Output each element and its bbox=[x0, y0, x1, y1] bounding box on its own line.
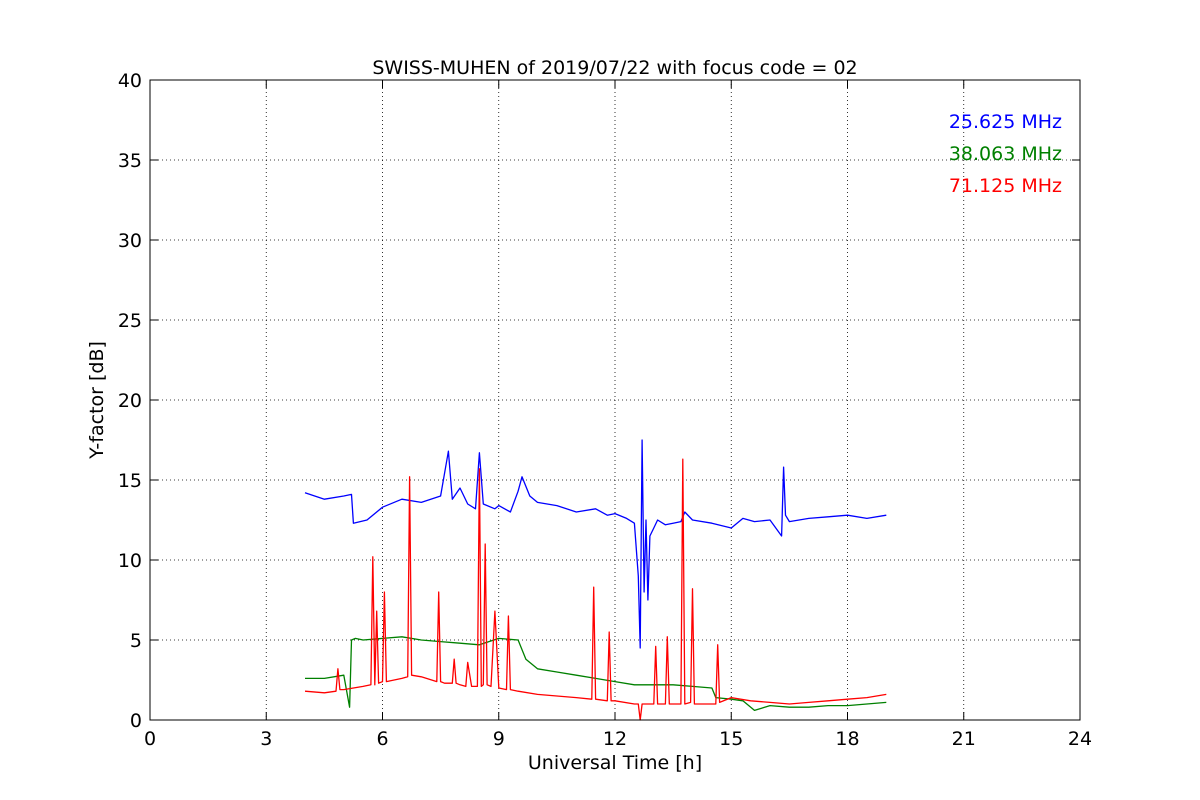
y-tick-label: 40 bbox=[118, 70, 142, 92]
y-tick-label: 5 bbox=[130, 630, 142, 652]
series-line-1 bbox=[304, 439, 887, 649]
grid-lines bbox=[150, 80, 1080, 720]
y-tick-label: 30 bbox=[118, 230, 142, 252]
y-tick-label: 15 bbox=[118, 470, 142, 492]
chart-title: SWISS-MUHEN of 2019/07/22 with focus cod… bbox=[372, 57, 857, 79]
y-tick-label: 25 bbox=[118, 310, 142, 332]
series-line-2 bbox=[305, 636, 887, 712]
x-tick-label: 24 bbox=[1068, 728, 1092, 750]
series-lines bbox=[304, 439, 887, 721]
x-axis-title: Universal Time [h] bbox=[528, 752, 702, 774]
legend-label: 38.063 MHz bbox=[949, 143, 1062, 165]
legend-label: 25.625 MHz bbox=[949, 111, 1062, 133]
y-tick-label: 10 bbox=[118, 550, 142, 572]
y-axis-title: Y-factor [dB] bbox=[86, 341, 108, 460]
x-tick-label: 18 bbox=[835, 728, 859, 750]
x-tick-label: 21 bbox=[952, 728, 976, 750]
series-line-3 bbox=[304, 458, 887, 721]
x-tick-label: 0 bbox=[144, 728, 156, 750]
x-tick-label: 6 bbox=[376, 728, 388, 750]
axis-ticks: 0 3 6 9 12 15 18 21 24 0 5 10 15 20 25 30 35 40 bbox=[118, 70, 1092, 750]
legend-label: 71.125 MHz bbox=[949, 175, 1062, 197]
y-tick-label: 20 bbox=[118, 390, 142, 412]
legend: 25.625 MHz 38.063 MHz 71.125 MHz bbox=[949, 111, 1062, 197]
y-tick-label: 0 bbox=[130, 710, 142, 732]
x-tick-label: 15 bbox=[719, 728, 743, 750]
x-tick-label: 9 bbox=[493, 728, 505, 750]
y-tick-label: 35 bbox=[118, 150, 142, 172]
x-tick-label: 12 bbox=[603, 728, 627, 750]
x-tick-label: 3 bbox=[260, 728, 272, 750]
